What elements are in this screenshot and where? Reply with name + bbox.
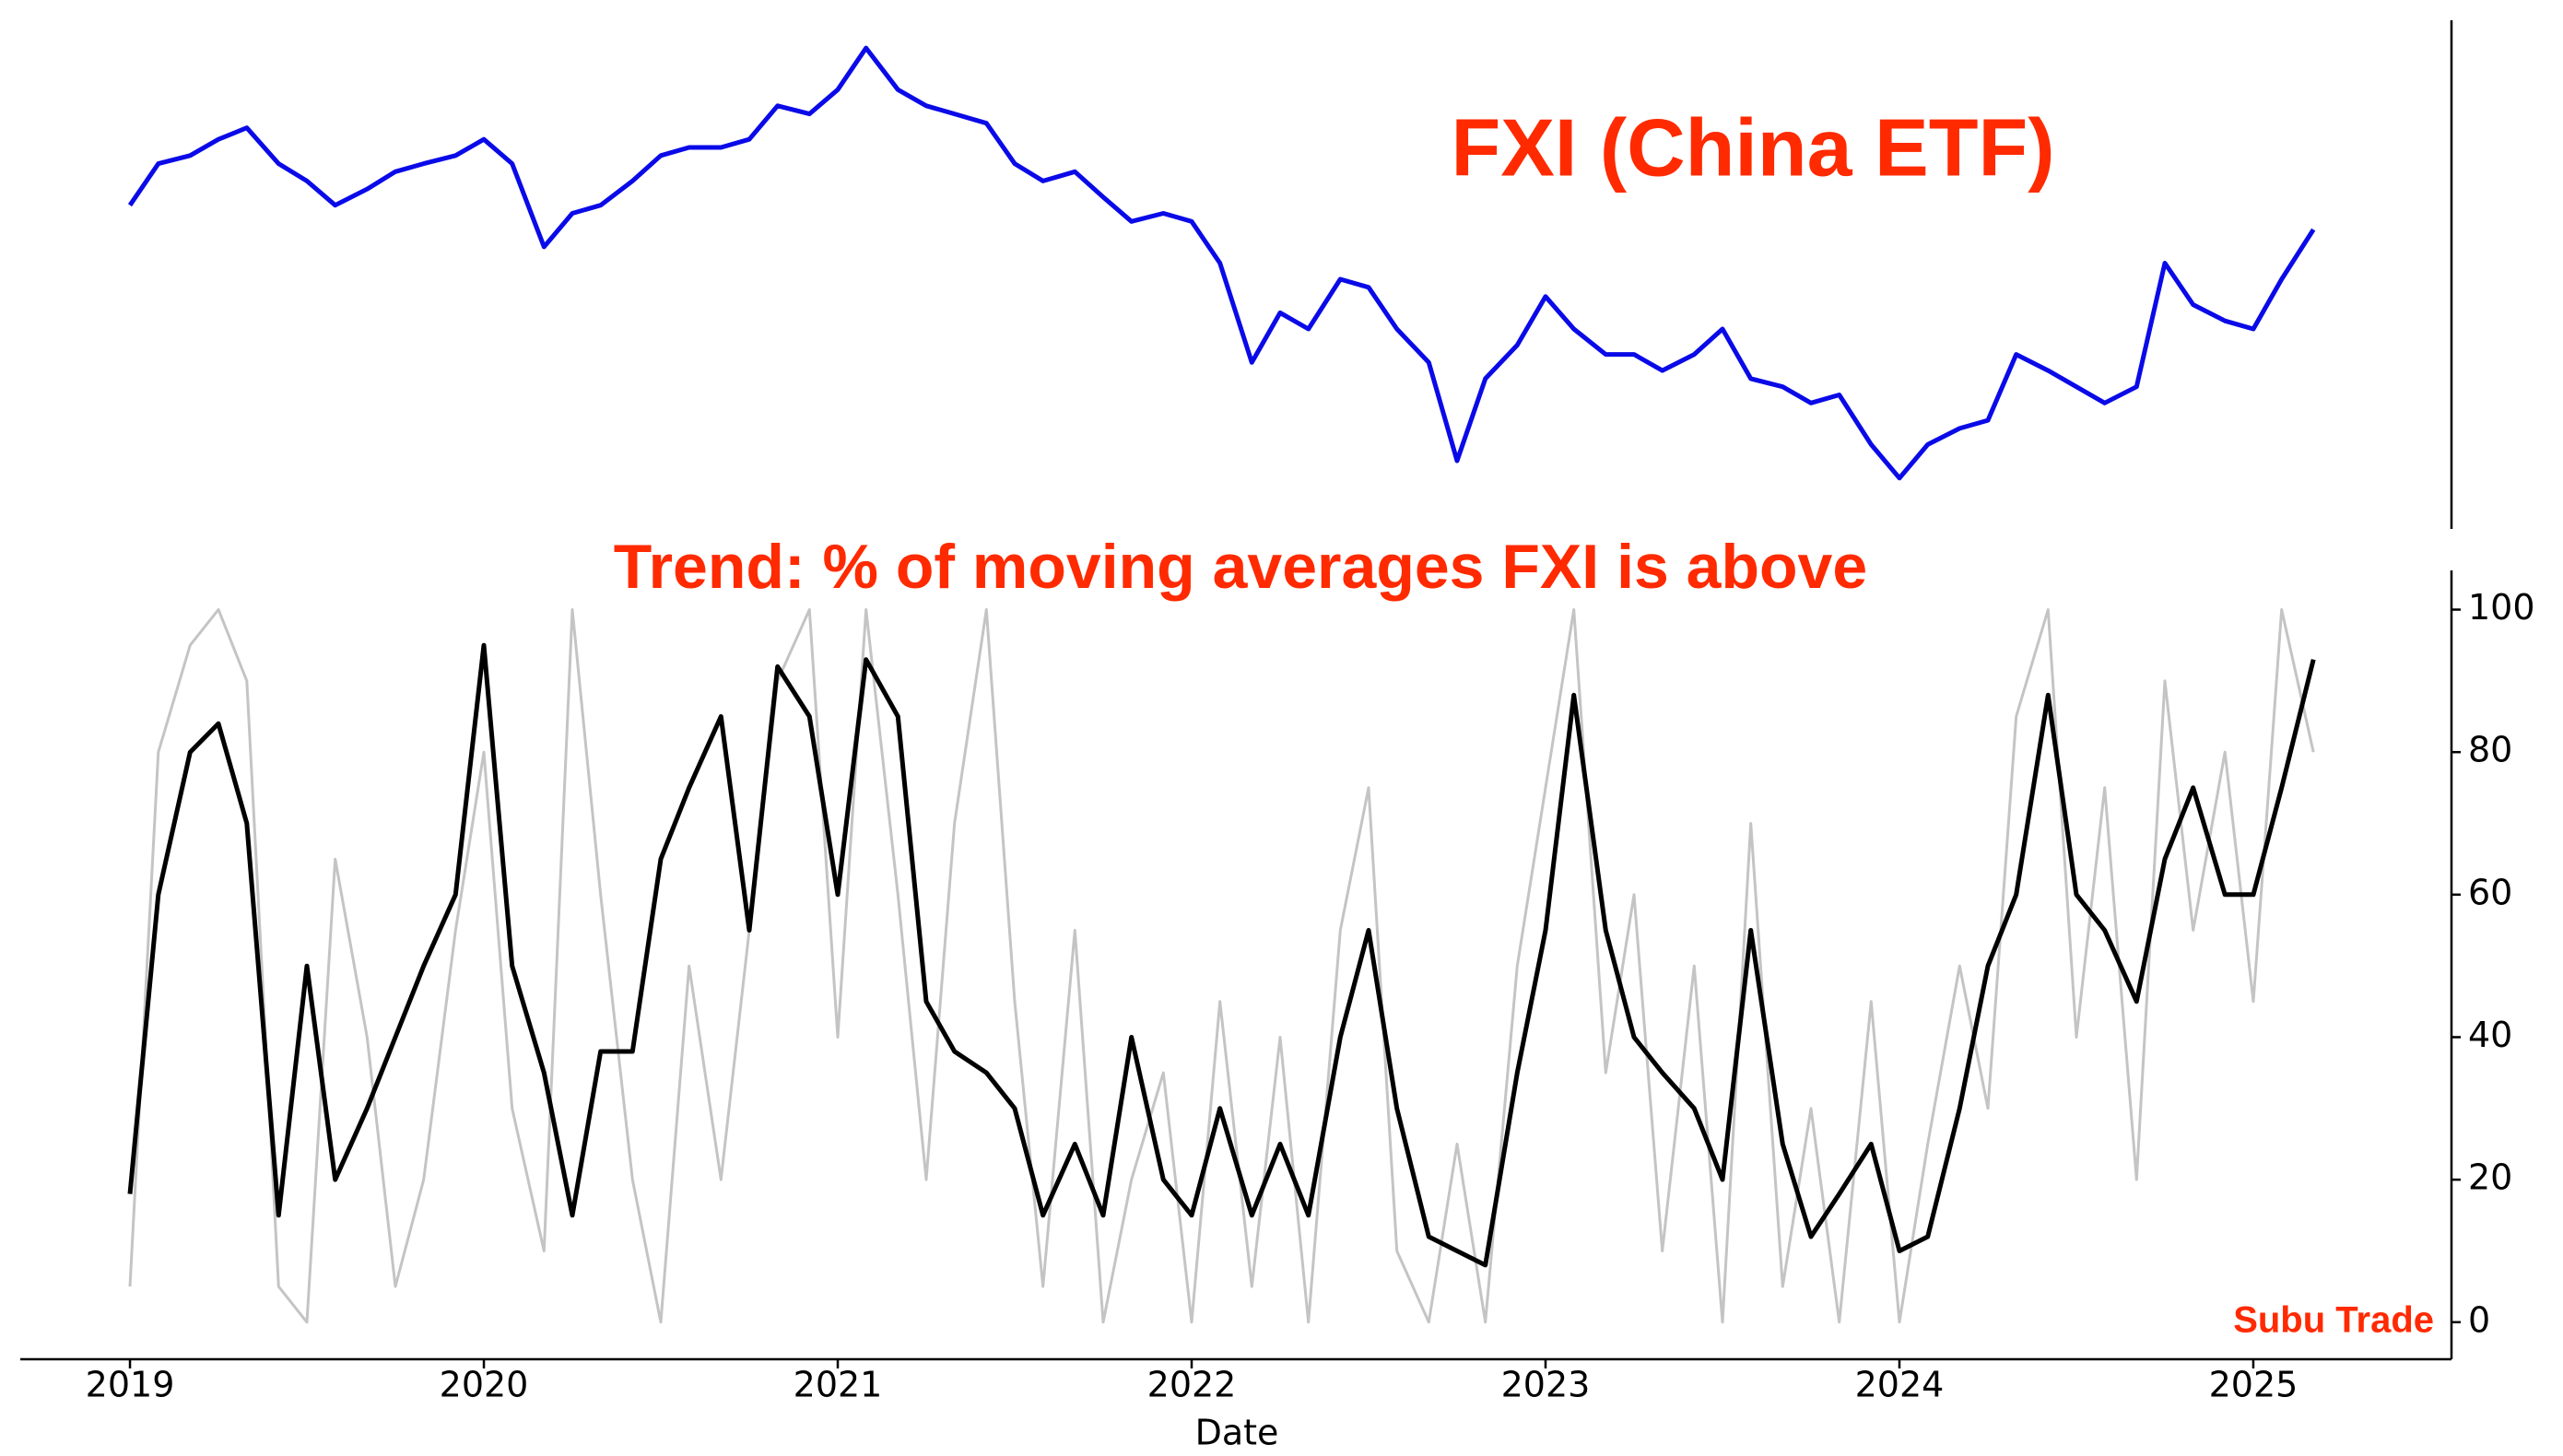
y-tick-label: 40 [2468,1015,2512,1055]
x-tick-label: 2019 [86,1365,175,1405]
x-axis-label: Date [1195,1413,1279,1453]
x-tick-label: 2022 [1147,1365,1237,1405]
y-tick-label: 60 [2468,872,2512,912]
x-tick-label: 2023 [1501,1365,1591,1405]
chart-title: Trend: % of moving averages FXI is above [614,532,1867,602]
y-tick-label: 80 [2468,730,2512,770]
data-line [127,45,2316,481]
data-line [127,642,2316,1268]
y-tick-label: 20 [2468,1157,2512,1198]
x-tick-label: 2025 [2209,1365,2298,1405]
x-tick-label: 2020 [440,1365,529,1405]
annotation: FXI (China ETF) [1451,101,2054,193]
x-tick-label: 2024 [1855,1365,1945,1405]
annotation: Subu Trade [2233,1300,2434,1341]
x-tick-label: 2021 [794,1365,883,1405]
data-line [128,608,2315,1324]
y-tick-label: 100 [2468,587,2535,628]
y-tick-label: 0 [2468,1299,2490,1340]
